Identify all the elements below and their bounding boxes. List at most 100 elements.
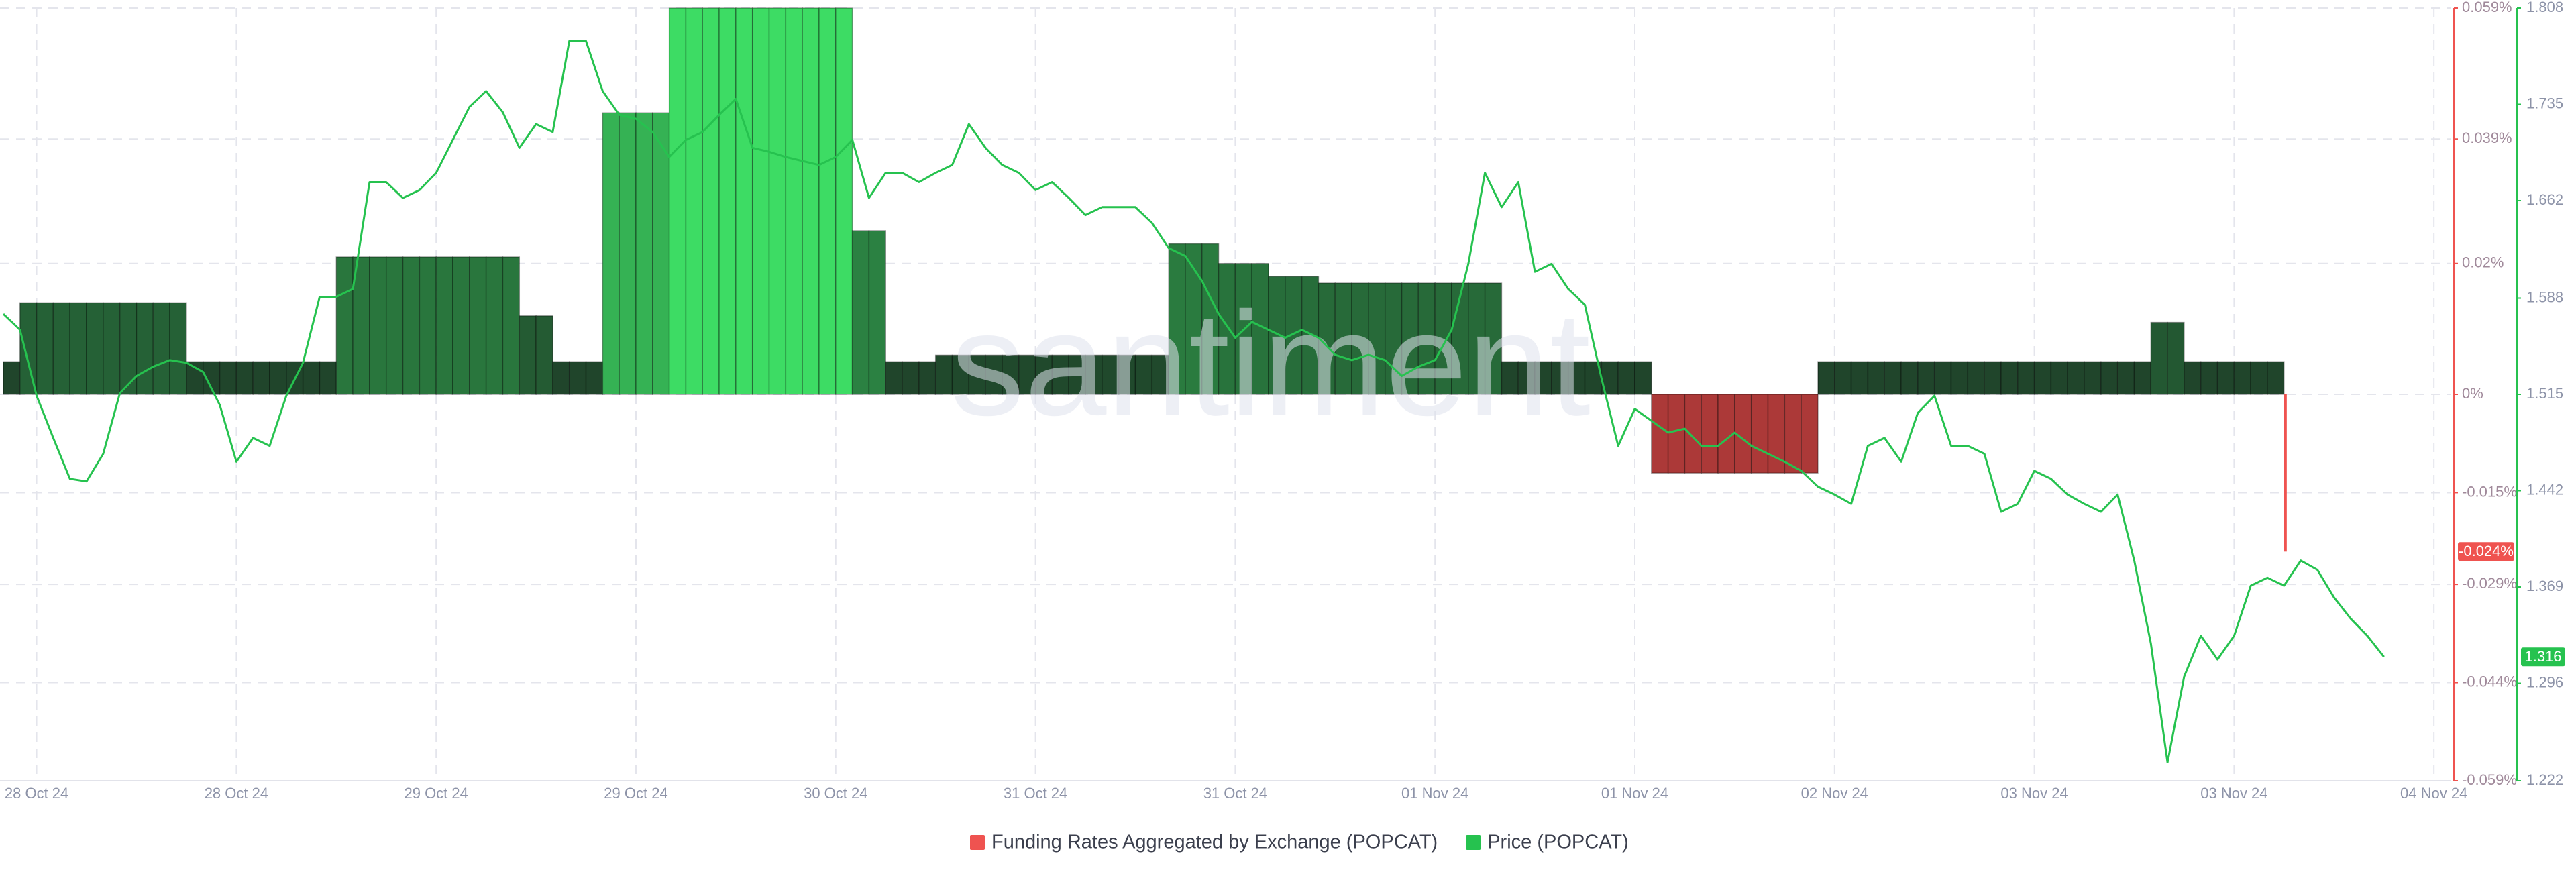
funding-bar (1051, 354, 1069, 395)
funding-bar (1185, 243, 1203, 395)
funding-bar (219, 361, 237, 395)
y-tick-label: 0.02% (2462, 254, 2504, 271)
x-tick-label: 31 Oct 24 (1004, 785, 1067, 802)
funding-bar (835, 7, 853, 395)
y2-tick-label: 1.662 (2526, 191, 2563, 208)
price-line (2, 40, 2385, 763)
y-tick-label: -0.015% (2462, 483, 2517, 500)
funding-bar (735, 7, 753, 395)
funding-bar (435, 256, 453, 395)
funding-bar (1850, 361, 1869, 395)
axis-layer: 0.059% 0.039% 0.02% 0% -0.015% -0.029% -0.044%… (0, 0, 2565, 802)
legend-swatch (1466, 835, 1481, 850)
y-tick-label: -0.029% (2462, 575, 2517, 592)
funding-bar (1900, 361, 1919, 395)
y-tick-label: 0.059% (2462, 0, 2512, 15)
watermark-layer: santiment (951, 281, 1591, 446)
funding-bar (868, 230, 886, 395)
funding-bar (69, 302, 87, 395)
funding-bar (385, 256, 404, 395)
watermark: santiment (951, 281, 1591, 446)
legend: Funding Rates Aggregated by Exchange (PO… (970, 832, 1629, 853)
funding-bar (402, 256, 421, 395)
funding-bar (119, 302, 138, 395)
funding-bar (1967, 361, 1985, 395)
legend-label: Price (POPCAT) (1487, 832, 1629, 853)
funding-bar (1651, 394, 1669, 474)
funding-bar (1068, 354, 1086, 395)
x-tick-label: 30 Oct 24 (804, 785, 867, 802)
legend-swatch (970, 835, 985, 850)
funding-bar (1884, 361, 1902, 395)
funding-bar (1218, 262, 1236, 395)
funding-bar (1118, 354, 1136, 395)
funding-bar (968, 354, 986, 395)
x-tick-label: 28 Oct 24 (5, 785, 68, 802)
x-tick-label: 29 Oct 24 (604, 785, 667, 802)
funding-bar (103, 302, 121, 395)
funding-bar (1567, 361, 1586, 395)
funding-bar (2216, 361, 2235, 395)
funding-bar (519, 315, 537, 395)
funding-bar (1784, 394, 1802, 474)
funding-bar (19, 302, 38, 395)
funding-bar (2100, 361, 2118, 395)
funding-bar (2284, 394, 2287, 552)
last-value-tag (2458, 542, 2514, 561)
funding-bar (1134, 354, 1153, 395)
x-tick-label: 29 Oct 24 (404, 785, 468, 802)
funding-bar (685, 7, 704, 395)
funding-bar (535, 315, 553, 395)
funding-bar (1018, 354, 1036, 395)
funding-bar (136, 302, 154, 395)
funding-bar (585, 361, 604, 395)
funding-bar (2167, 321, 2185, 395)
y2-tick-label: 1.442 (2526, 481, 2563, 498)
funding-bar (918, 361, 936, 395)
funding-bar (1351, 282, 1369, 395)
funding-bar (1801, 394, 1819, 474)
funding-bar (851, 230, 870, 395)
y2-tick-label: 1.369 (2526, 578, 2563, 594)
y-tick-label: 0.039% (2462, 129, 2512, 146)
funding-bar (485, 256, 504, 395)
funding-bar (885, 361, 903, 395)
funding-bar (751, 7, 770, 395)
funding-bar (1933, 361, 1952, 395)
funding-bar (568, 361, 587, 395)
funding-bar (1085, 354, 1103, 395)
funding-bar (2067, 361, 2085, 395)
funding-bar (1384, 282, 1403, 395)
funding-bar (335, 256, 354, 395)
funding-bar (1667, 394, 1686, 474)
funding-bar (2050, 361, 2068, 395)
y-tick-label: 0% (2462, 385, 2483, 402)
y2-tick-label: 1.296 (2526, 673, 2563, 690)
x-tick-label: 02 Nov 24 (1801, 785, 1868, 802)
funding-bar (1867, 361, 1885, 395)
funding-bar (1368, 282, 1386, 395)
funding-bar (419, 256, 437, 395)
last-value-label: 1.316 (2524, 648, 2561, 665)
y2-tick-label: 1.808 (2526, 0, 2563, 15)
funding-bar (1917, 361, 1935, 395)
funding-bar (1617, 361, 1635, 395)
y-tick-label: -0.044% (2462, 673, 2517, 690)
funding-bar (469, 256, 487, 395)
funding-bar (452, 256, 470, 395)
funding-bar (619, 112, 637, 395)
last-value-label: -0.024% (2459, 543, 2514, 559)
funding-bar (2250, 361, 2268, 395)
funding-bar (768, 7, 787, 395)
funding-bar (802, 7, 820, 395)
funding-bar (702, 7, 720, 395)
x-tick-label: 03 Nov 24 (2200, 785, 2267, 802)
funding-bar (1684, 394, 1703, 474)
funding-bar (1817, 361, 1835, 395)
funding-bar (602, 112, 620, 395)
funding-bar (235, 361, 254, 395)
funding-bar (2000, 361, 2019, 395)
x-tick-label: 28 Oct 24 (205, 785, 268, 802)
funding-bar (1834, 361, 1852, 395)
funding-bar (2150, 321, 2168, 395)
